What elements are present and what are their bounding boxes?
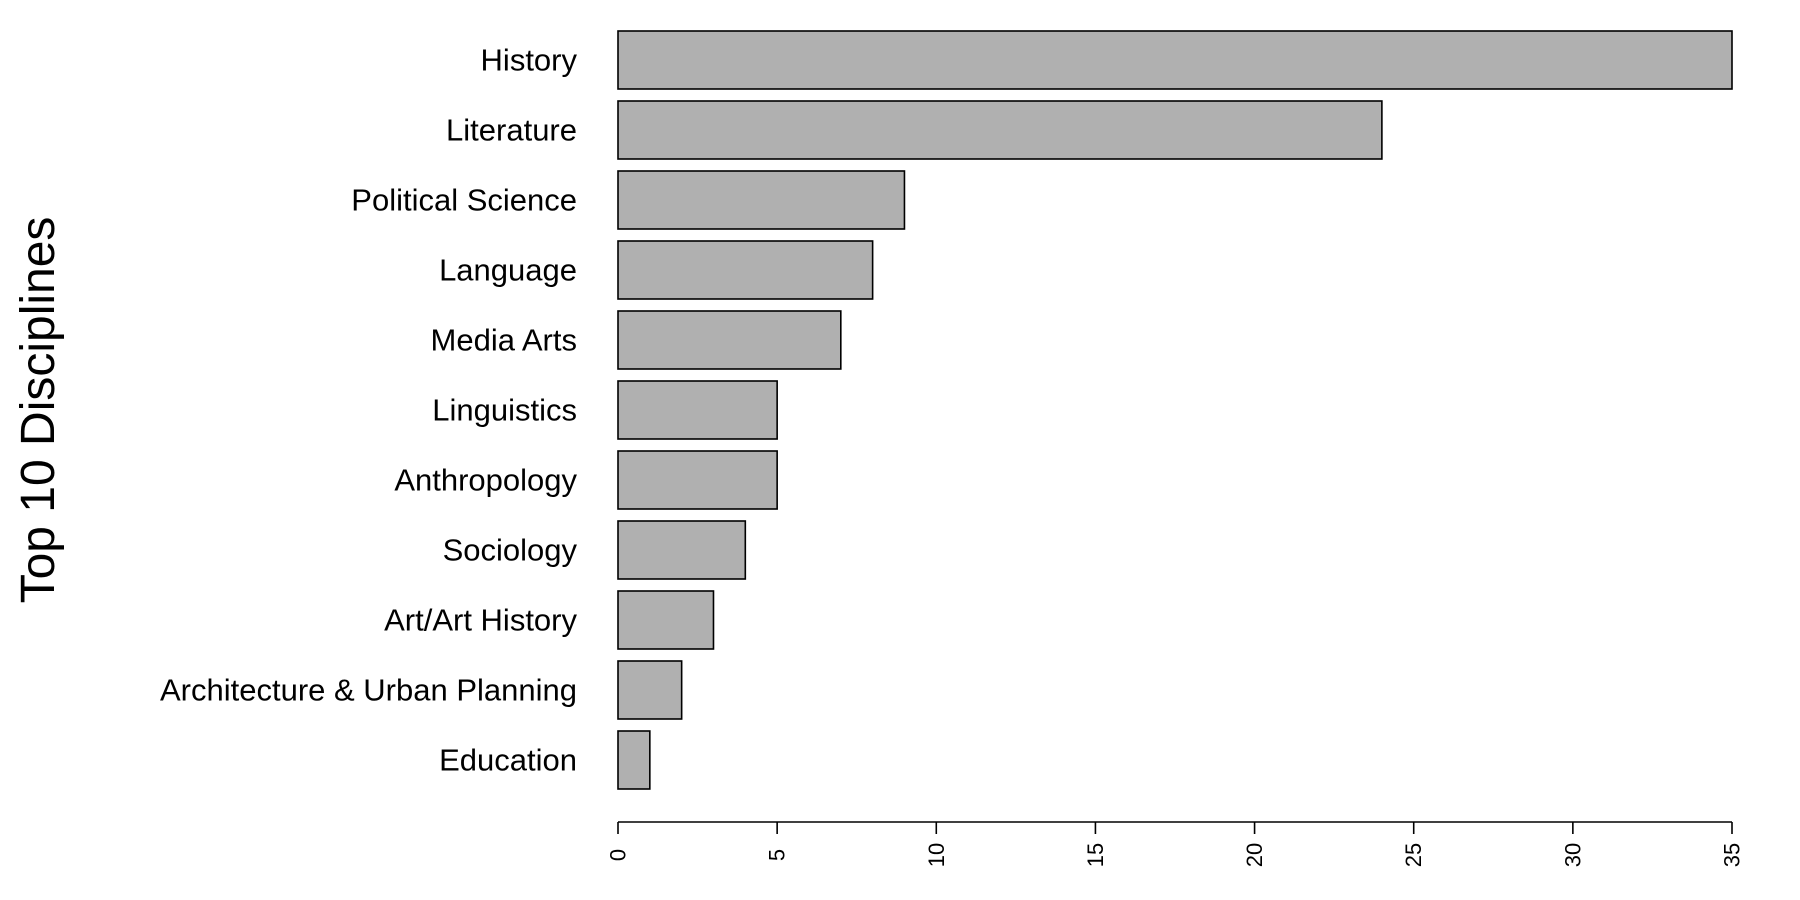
bar-5 bbox=[617, 380, 778, 440]
category-label-1: Literature bbox=[446, 113, 577, 148]
x-tick-label-1: 5 bbox=[765, 849, 790, 861]
category-label-9: Architecture & Urban Planning bbox=[160, 673, 577, 708]
bar-10 bbox=[617, 730, 651, 790]
bar-4 bbox=[617, 310, 842, 370]
x-tick-label-5: 25 bbox=[1401, 843, 1426, 867]
bar-2 bbox=[617, 170, 906, 230]
category-label-6: Anthropology bbox=[394, 463, 577, 498]
bar-1 bbox=[617, 100, 1383, 160]
x-tick-label-4: 20 bbox=[1242, 843, 1267, 867]
category-label-10: Education bbox=[439, 743, 577, 778]
category-label-5: Linguistics bbox=[432, 393, 577, 428]
category-label-7: Sociology bbox=[443, 533, 578, 568]
x-tick-label-7: 35 bbox=[1720, 843, 1745, 867]
x-tick-label-2: 10 bbox=[924, 843, 949, 867]
y-axis-label: Top 10 Disciplines bbox=[12, 217, 65, 604]
x-axis: 0 5 10 15 20 25 30 35 bbox=[606, 821, 1745, 867]
category-label-2: Political Science bbox=[351, 183, 577, 218]
x-tick-label-3: 15 bbox=[1083, 843, 1108, 867]
bar-9 bbox=[617, 660, 683, 720]
x-tick-label-0: 0 bbox=[606, 849, 631, 861]
x-tick-label-6: 30 bbox=[1560, 843, 1585, 867]
bars bbox=[617, 30, 1733, 790]
bar-7 bbox=[617, 520, 747, 580]
bar-3 bbox=[617, 240, 874, 300]
category-label-0: History bbox=[481, 43, 578, 78]
category-label-4: Media Arts bbox=[431, 323, 577, 358]
bar-8 bbox=[617, 590, 715, 650]
bar-0 bbox=[617, 30, 1733, 90]
category-label-8: Art/Art History bbox=[384, 603, 577, 638]
category-label-3: Language bbox=[439, 253, 577, 288]
category-labels: History Literature Political Science Langua… bbox=[160, 43, 578, 778]
bar-6 bbox=[617, 450, 778, 510]
